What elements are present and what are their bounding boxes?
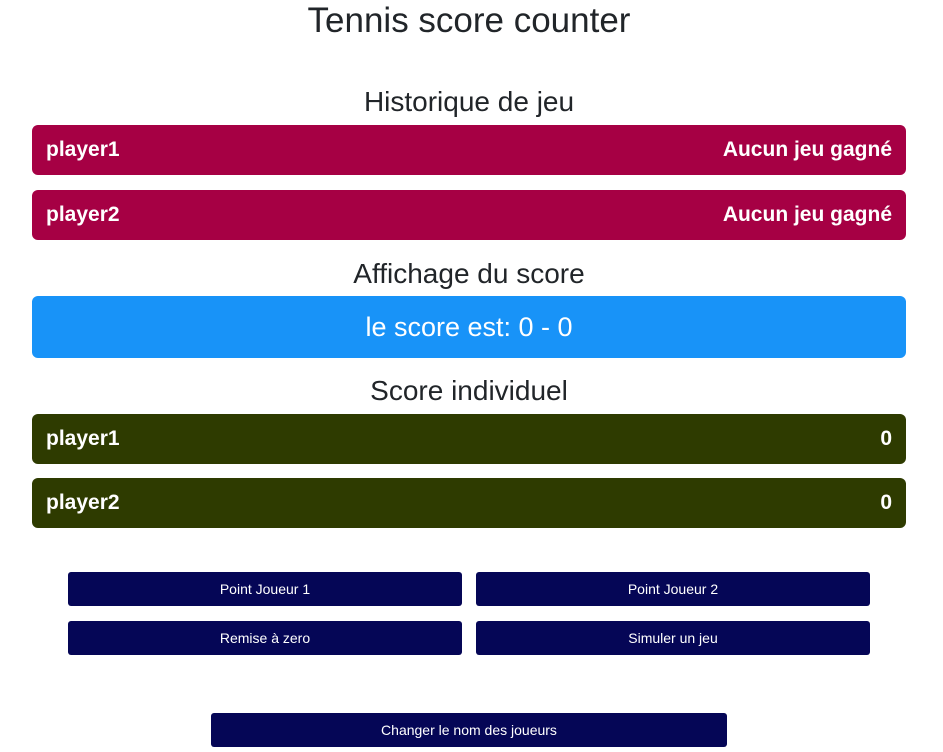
individual-player-name: player1	[46, 427, 120, 450]
history-status: Aucun jeu gagné	[722, 203, 892, 226]
reset-button[interactable]: Remise à zero	[68, 621, 462, 655]
history-status: Aucun jeu gagné	[722, 138, 892, 161]
score-text: le score est: 0 - 0	[365, 311, 573, 342]
page-title: Tennis score counter	[307, 1, 631, 40]
individual-score-value: 0	[880, 491, 892, 514]
individual-score-heading: Score individuel	[370, 375, 568, 406]
history-heading: Historique de jeu	[363, 86, 575, 117]
individual-row-player2: player2 0	[32, 478, 906, 528]
simulate-game-button[interactable]: Simuler un jeu	[476, 621, 870, 655]
history-row-player1: player1 Aucun jeu gagné	[32, 125, 906, 175]
individual-score-value: 0	[880, 427, 892, 450]
score-display: le score est: 0 - 0	[32, 296, 906, 358]
score-display-heading: Affichage du score	[353, 258, 585, 289]
individual-row-player1: player1 0	[32, 414, 906, 464]
history-player-name: player1	[46, 138, 120, 161]
history-row-player2: player2 Aucun jeu gagné	[32, 190, 906, 240]
rename-players-button[interactable]: Changer le nom des joueurs	[211, 713, 727, 747]
point-player1-button[interactable]: Point Joueur 1	[68, 572, 462, 606]
history-player-name: player2	[46, 203, 120, 226]
individual-player-name: player2	[46, 491, 120, 514]
point-player2-button[interactable]: Point Joueur 2	[476, 572, 870, 606]
